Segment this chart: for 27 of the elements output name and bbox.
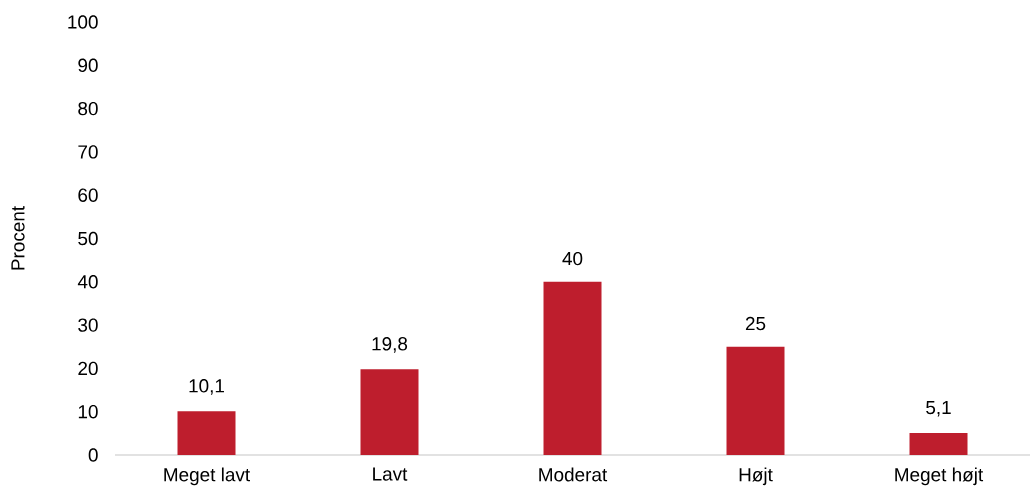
x-tick-label: Lavt — [373, 467, 408, 481]
y-tick-label: 30 — [78, 318, 98, 332]
bar — [909, 432, 968, 455]
data-label: 5,1 — [926, 400, 951, 417]
bar — [543, 281, 602, 455]
y-tick-label: 50 — [78, 231, 98, 246]
y-tick-label: 10 — [78, 405, 98, 419]
y-tick-label: 90 — [78, 58, 98, 72]
x-tick-label: Højt — [739, 467, 773, 486]
x-tick-label: Meget højt — [895, 467, 984, 486]
y-tick-label: 80 — [78, 101, 98, 116]
x-tick-label: Moderat — [539, 467, 608, 482]
y-tick-label: 20 — [78, 361, 98, 376]
y-tick-label: 70 — [78, 145, 98, 159]
bar — [177, 411, 236, 455]
y-tick-label: 60 — [78, 188, 98, 202]
x-tick-label: Meget lavt — [164, 467, 250, 486]
data-label: 25 — [745, 316, 766, 331]
data-label: 19,8 — [372, 337, 408, 353]
bar — [726, 346, 785, 455]
data-label: 10,1 — [189, 379, 224, 395]
y-tick-label: 40 — [77, 275, 98, 289]
data-label: 40 — [562, 251, 583, 266]
y-tick-label: 100 — [68, 15, 98, 29]
y-tick-label: 0 — [88, 448, 98, 462]
bar — [360, 369, 419, 455]
y-axis-title: Procent — [11, 206, 25, 270]
